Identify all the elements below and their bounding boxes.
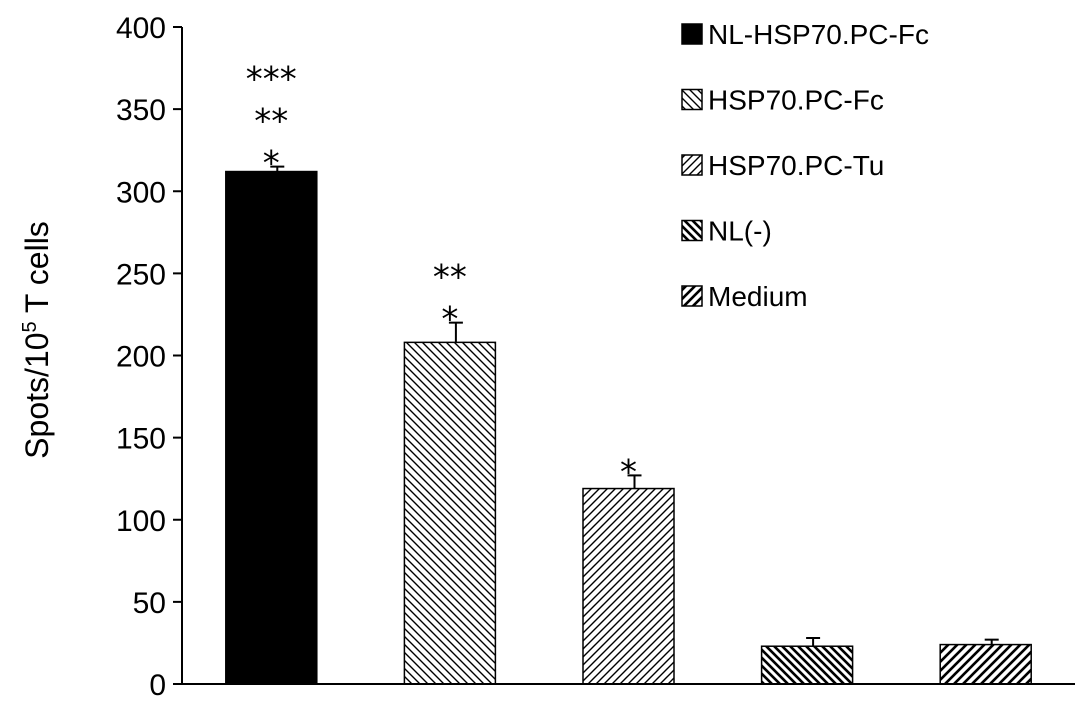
y-axis-label-sup: 5: [19, 321, 41, 332]
bar-4: [760, 645, 854, 685]
y-axis-label-tail: T cells: [19, 221, 55, 321]
error-bar-3: [627, 474, 642, 489]
error-bar-4: [806, 637, 821, 647]
legend-swatch: [681, 23, 703, 45]
legend-item-5: Medium: [681, 281, 808, 312]
legend-label: NL(-): [708, 216, 772, 247]
y-tick-label-100: 100: [116, 505, 166, 538]
legend-item-4: NL(-): [681, 216, 772, 247]
bar-1: [225, 170, 318, 685]
error-bar-5: [984, 638, 999, 645]
legend-item-3: HSP70.PC-Tu: [681, 150, 884, 181]
significance-marker: ***: [246, 60, 297, 100]
y-axis-label: Spots/105 T cells: [19, 221, 55, 459]
legend-label: HSP70.PC-Fc: [708, 85, 884, 116]
y-tick-label-150: 150: [116, 423, 166, 456]
y-tick-label-50: 50: [133, 587, 166, 620]
y-axis-ticks: 0 50 100 150 200 250 300 350 400: [116, 12, 182, 702]
error-bar-1: [270, 165, 285, 172]
legend-swatch: [681, 88, 703, 111]
significance-markers: **********: [246, 60, 637, 493]
legend-item-2: HSP70.PC-Fc: [681, 85, 884, 116]
bar-2: [403, 341, 497, 685]
y-tick-label-200: 200: [116, 341, 166, 374]
bars: [225, 170, 1032, 685]
legend-label: Medium: [708, 281, 808, 312]
legend-label: NL-HSP70.PC-Fc: [708, 19, 929, 50]
y-axis-label-main: Spots/10: [19, 333, 55, 459]
significance-marker: *: [620, 452, 637, 492]
legend-label: HSP70.PC-Tu: [708, 150, 884, 181]
axes: [181, 27, 1075, 685]
legend: NL-HSP70.PC-Fc HSP70.PC-Fc HSP70.PC-Tu NL(-…: [681, 19, 929, 312]
significance-marker: *: [263, 144, 280, 184]
bar-5: [939, 643, 1032, 685]
legend-swatch: [681, 219, 703, 242]
error-bars: [270, 165, 999, 647]
significance-marker: **: [254, 102, 288, 142]
legend-swatch: [681, 154, 703, 176]
legend-item-1: NL-HSP70.PC-Fc: [681, 19, 929, 50]
error-bar-2: [448, 321, 463, 343]
y-tick-label-350: 350: [116, 94, 166, 127]
y-tick-label-250: 250: [116, 258, 166, 291]
significance-marker: **: [433, 258, 467, 298]
y-tick-label-400: 400: [116, 12, 166, 45]
bar-3: [582, 487, 675, 685]
legend-swatch: [681, 285, 703, 307]
significance-marker: *: [441, 300, 458, 340]
y-tick-label-0: 0: [149, 669, 166, 702]
y-tick-label-300: 300: [116, 176, 166, 209]
svg-text:Spots/105 T cells: Spots/105 T cells: [19, 221, 55, 459]
